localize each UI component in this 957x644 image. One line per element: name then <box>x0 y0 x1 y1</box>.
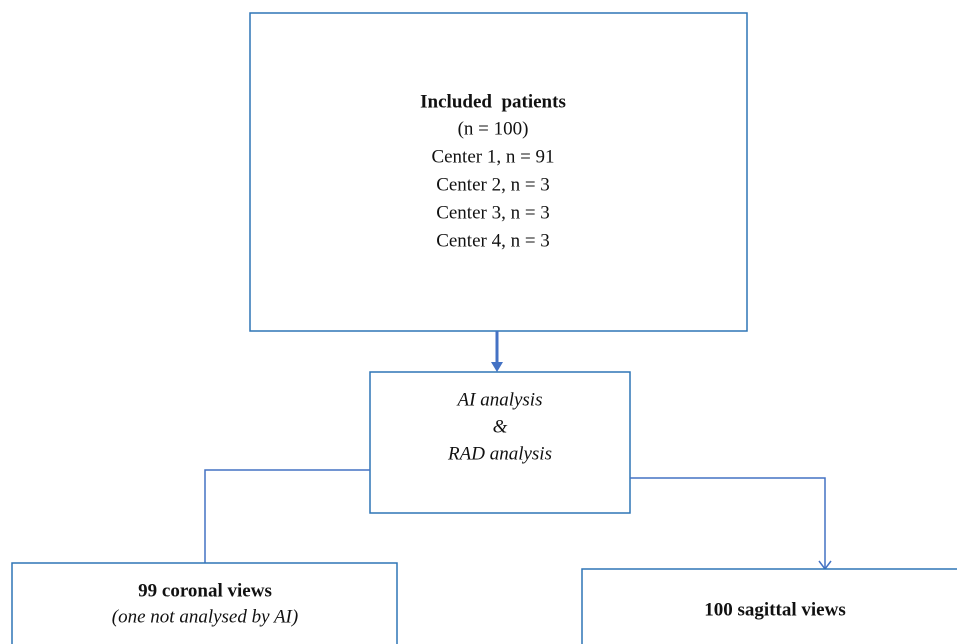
node-text: RAD analysis <box>447 443 552 464</box>
node-text: 99 coronal views <box>138 580 272 601</box>
node-text: (one not analysed by AI) <box>112 606 298 627</box>
analysis-box <box>369 371 631 514</box>
node-text: Center 2, n = 3 <box>436 174 550 195</box>
arrow-head <box>491 362 503 372</box>
node-text: Center 3, n = 3 <box>436 202 550 223</box>
node-text: Center 1, n = 91 <box>431 146 554 167</box>
coronal-box <box>11 562 398 644</box>
node-text: Included patients <box>420 91 566 112</box>
connector <box>630 477 826 569</box>
node-text: & <box>493 416 508 437</box>
node-text: 100 sagittal views <box>704 599 845 620</box>
sagittal-box <box>581 568 957 644</box>
connector <box>204 469 370 563</box>
node-text: (n = 100) <box>458 118 529 139</box>
node-text: Center 4, n = 3 <box>436 230 550 251</box>
node-text: AI analysis <box>456 389 543 410</box>
patients-box <box>249 12 748 332</box>
